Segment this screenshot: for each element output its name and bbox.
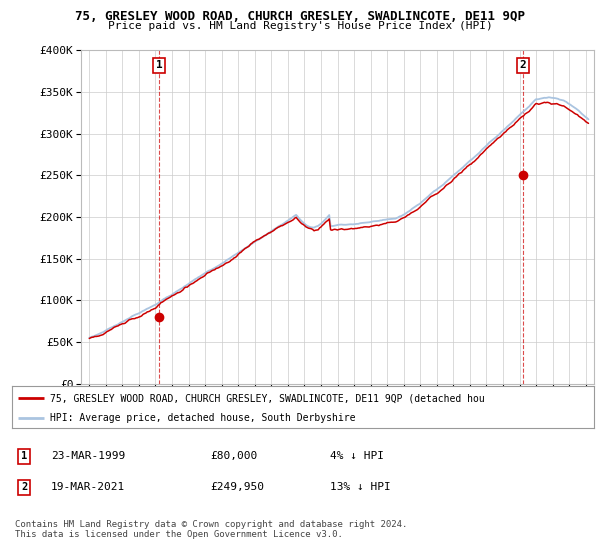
Text: 2: 2 (21, 482, 27, 492)
Text: 75, GRESLEY WOOD ROAD, CHURCH GRESLEY, SWADLINCOTE, DE11 9QP (detached hou: 75, GRESLEY WOOD ROAD, CHURCH GRESLEY, S… (50, 393, 485, 403)
Text: 2: 2 (520, 60, 527, 71)
Text: 13% ↓ HPI: 13% ↓ HPI (330, 482, 391, 492)
Text: Contains HM Land Registry data © Crown copyright and database right 2024.
This d: Contains HM Land Registry data © Crown c… (15, 520, 407, 539)
Text: HPI: Average price, detached house, South Derbyshire: HPI: Average price, detached house, Sout… (50, 413, 355, 423)
Text: £249,950: £249,950 (210, 482, 264, 492)
Text: 23-MAR-1999: 23-MAR-1999 (51, 451, 125, 461)
Text: 1: 1 (156, 60, 163, 71)
Text: 4% ↓ HPI: 4% ↓ HPI (330, 451, 384, 461)
Text: 1: 1 (21, 451, 27, 461)
Text: Price paid vs. HM Land Registry's House Price Index (HPI): Price paid vs. HM Land Registry's House … (107, 21, 493, 31)
Text: 75, GRESLEY WOOD ROAD, CHURCH GRESLEY, SWADLINCOTE, DE11 9QP: 75, GRESLEY WOOD ROAD, CHURCH GRESLEY, S… (75, 10, 525, 23)
Text: £80,000: £80,000 (210, 451, 257, 461)
Text: 19-MAR-2021: 19-MAR-2021 (51, 482, 125, 492)
